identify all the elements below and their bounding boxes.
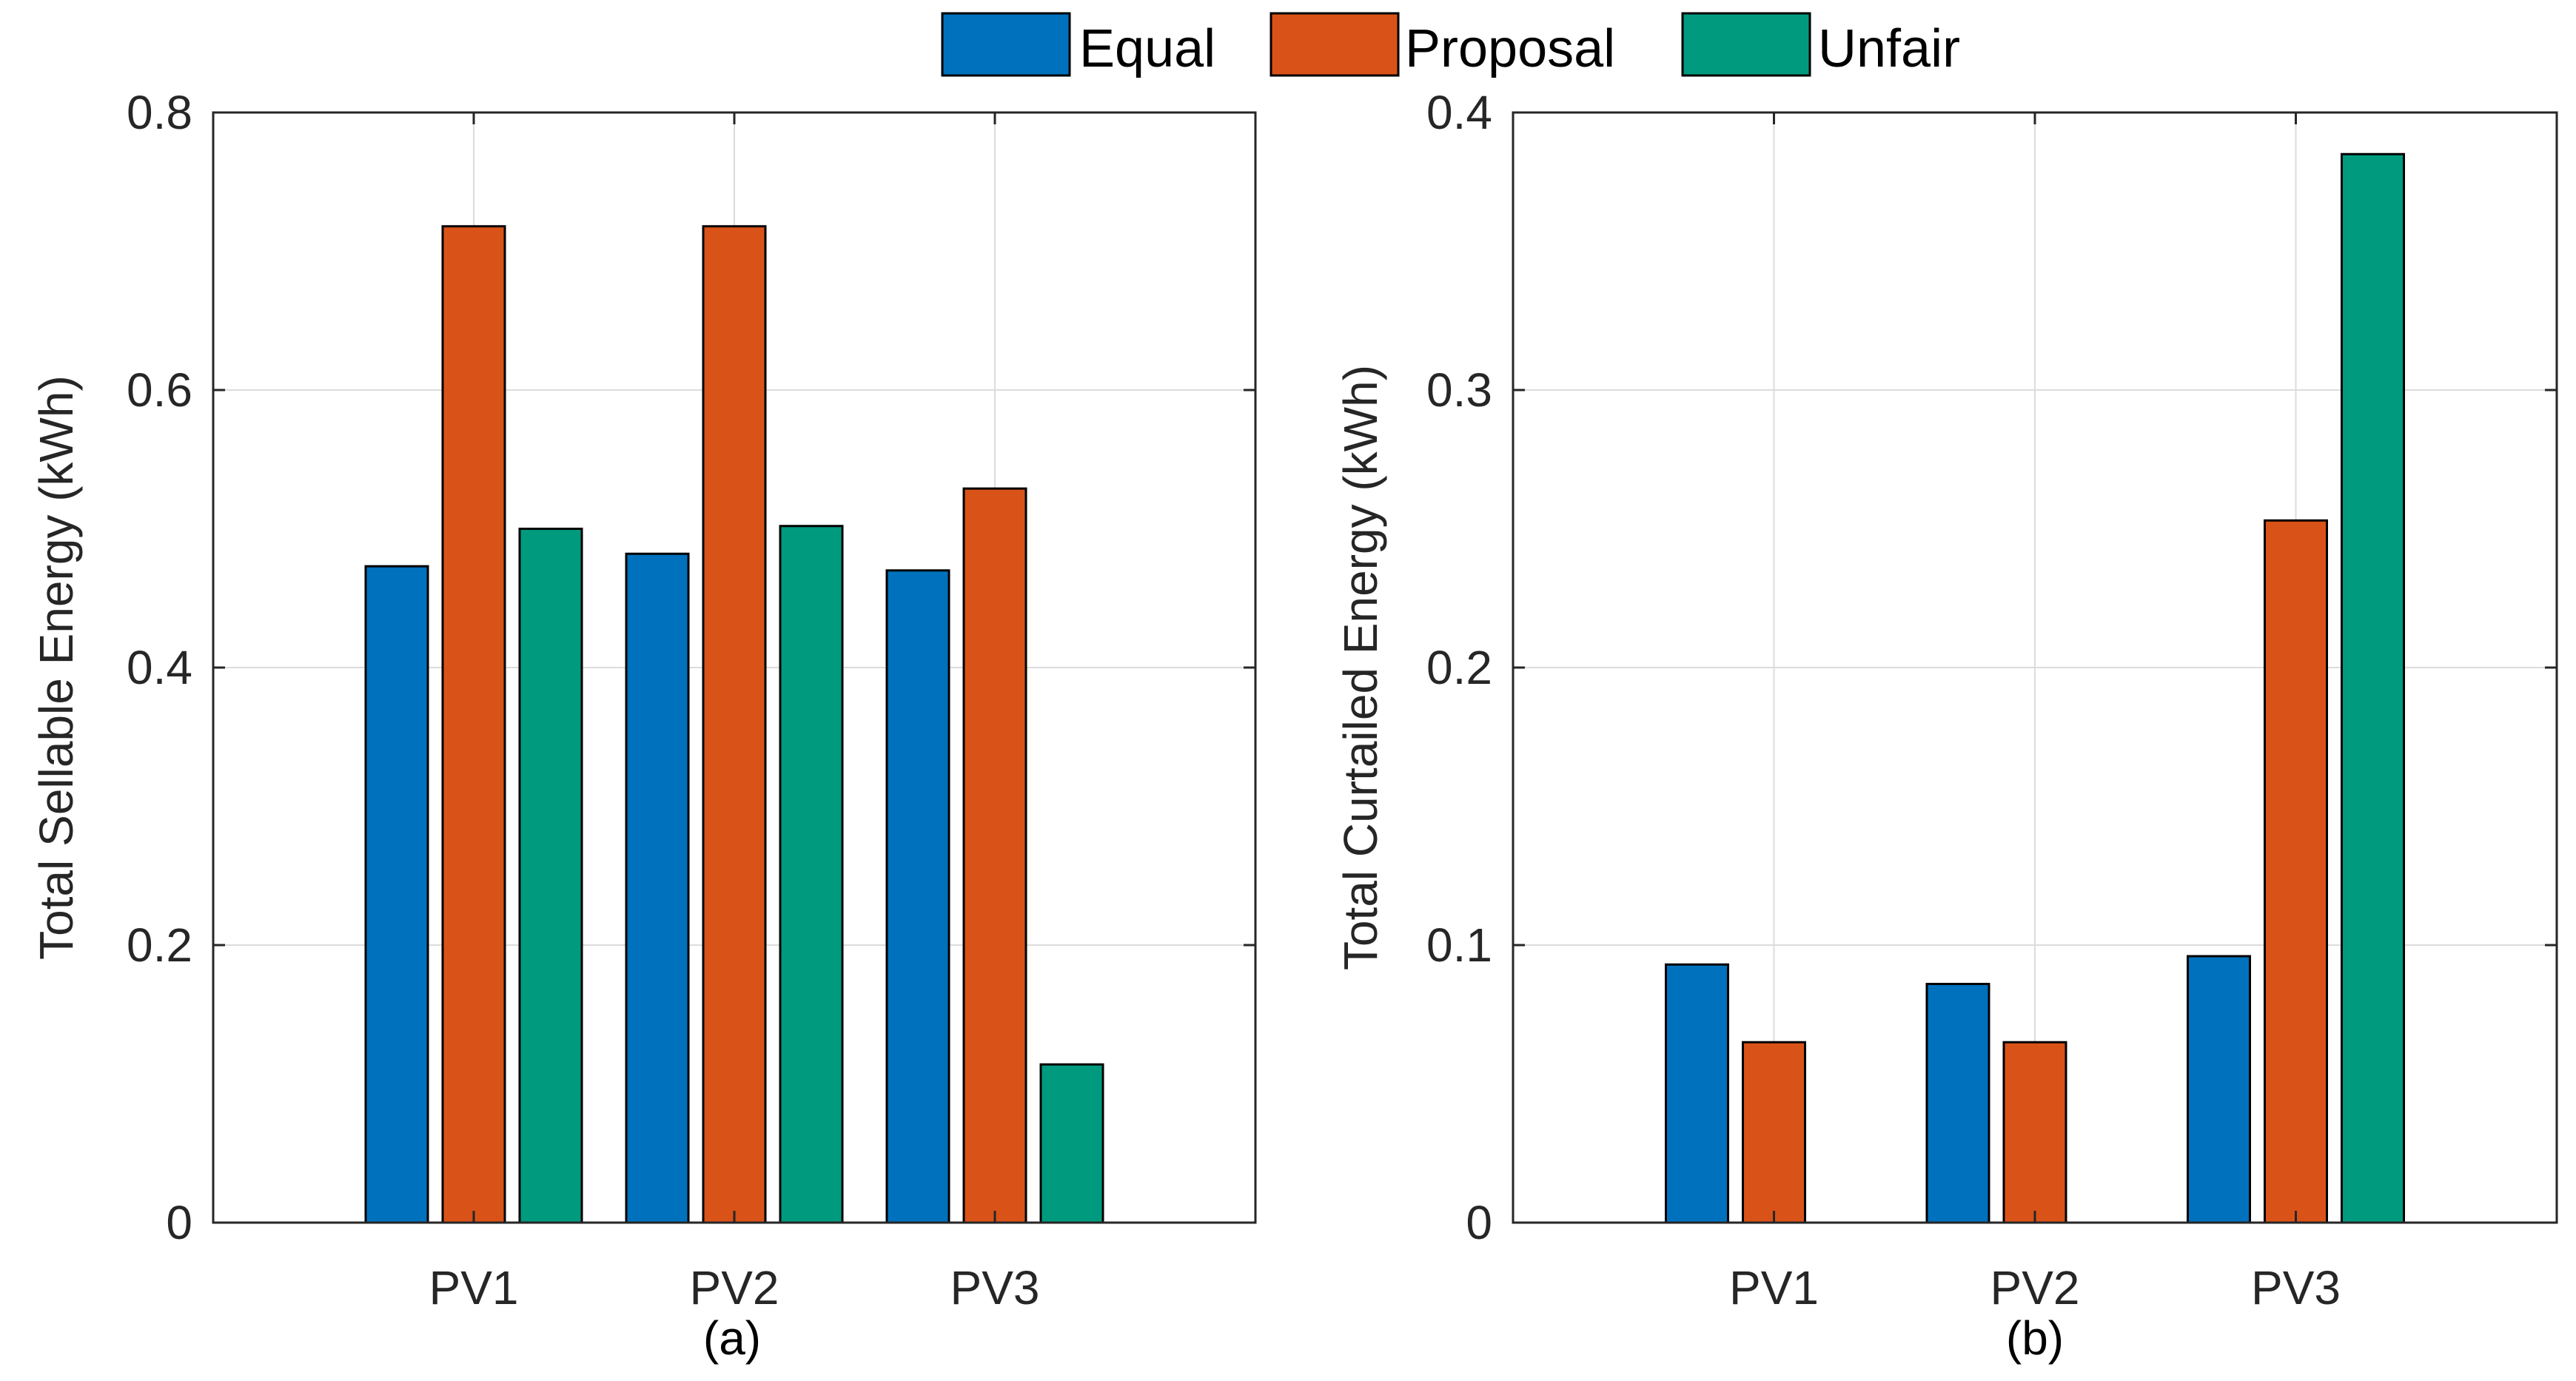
chart-a-xtick-labels: PV1 PV2 PV3 [429, 1261, 1040, 1314]
chart-a-ylabel: Total Sellable Energy (kWh) [30, 375, 83, 960]
legend-label-unfair: Unfair [1818, 19, 1960, 78]
chart-b-bar-equal-pv3 [2187, 955, 2251, 1224]
legend-swatch-unfair [1681, 12, 1811, 77]
chart-b-ytick-label: 0 [1466, 1196, 1492, 1249]
chart-a-ytick-labels: 0 0.2 0.4 0.6 0.8 [127, 86, 192, 1249]
chart-b-ytick-labels: 0 0.1 0.2 0.3 0.4 [1426, 86, 1492, 1249]
chart-a-ytick-label: 0.4 [127, 641, 192, 694]
chart-a-ytick-label: 0.8 [127, 86, 192, 139]
legend: Equal Proposal Unfair [941, 12, 1960, 78]
chart-a-ytick-label: 0.6 [127, 363, 192, 417]
chart-b-ytick-label: 0.2 [1426, 641, 1492, 694]
chart-a-bar-unfair-pv2 [779, 525, 844, 1224]
chart-a-sellable-energy: 0 0.2 0.4 0.6 0.8 PV1 PV2 PV3 Total Sellable E… [30, 86, 1257, 1365]
chart-a-bar-equal-pv1 [364, 565, 429, 1224]
chart-a-bar-proposal-pv3 [962, 487, 1027, 1224]
chart-a-xtick-label: PV3 [950, 1261, 1040, 1314]
legend-swatch-proposal [1269, 12, 1400, 77]
chart-b-xtick-label: PV2 [1990, 1261, 2080, 1314]
chart-b-xtick-label: PV1 [1729, 1261, 1819, 1314]
chart-a-bar-proposal-pv1 [441, 225, 506, 1224]
chart-b-bar-proposal-pv3 [2264, 519, 2328, 1224]
chart-a-bars [364, 225, 1104, 1224]
chart-b-xtick-label: PV3 [2251, 1261, 2341, 1314]
chart-a-xtick-label: PV2 [690, 1261, 779, 1314]
chart-b-bar-equal-pv1 [1665, 963, 1729, 1224]
chart-a-caption: (a) [703, 1311, 761, 1365]
chart-a-ticks [213, 111, 1255, 1224]
legend-label-equal: Equal [1079, 19, 1215, 78]
chart-a-ytick-label: 0 [166, 1196, 192, 1249]
chart-a-bar-unfair-pv1 [518, 528, 583, 1224]
chart-b-ytick-label: 0.3 [1426, 363, 1492, 417]
chart-b-ylabel: Total Curtailed Energy (kWh) [1334, 365, 1387, 970]
chart-b-bars [1665, 152, 2405, 1224]
chart-b-bar-proposal-pv2 [2002, 1041, 2067, 1224]
chart-b-xtick-labels: PV1 PV2 PV3 [1729, 1261, 2341, 1314]
chart-b-caption: (b) [2006, 1311, 2064, 1365]
legend-label-proposal: Proposal [1405, 19, 1615, 78]
chart-b-bar-unfair-pv3 [2341, 152, 2405, 1224]
chart-a-bar-equal-pv2 [625, 552, 690, 1224]
legend-swatch-equal [941, 12, 1071, 77]
chart-b-bar-proposal-pv1 [1742, 1041, 1806, 1224]
chart-a-ytick-label: 0.2 [127, 918, 192, 972]
chart-a-bar-proposal-pv2 [702, 225, 767, 1224]
chart-a-bar-unfair-pv3 [1039, 1063, 1104, 1224]
chart-a-bar-equal-pv3 [885, 569, 950, 1224]
chart-b-ytick-label: 0.4 [1426, 86, 1492, 139]
chart-b-bar-equal-pv2 [1925, 983, 1990, 1224]
chart-b-ytick-label: 0.1 [1426, 918, 1492, 972]
chart-b-ticks [1513, 111, 2557, 1224]
chart-b-curtailed-energy: 0 0.1 0.2 0.3 0.4 PV1 PV2 PV3 Total Curtailed … [1334, 86, 2558, 1365]
chart-a-xtick-label: PV1 [429, 1261, 519, 1314]
